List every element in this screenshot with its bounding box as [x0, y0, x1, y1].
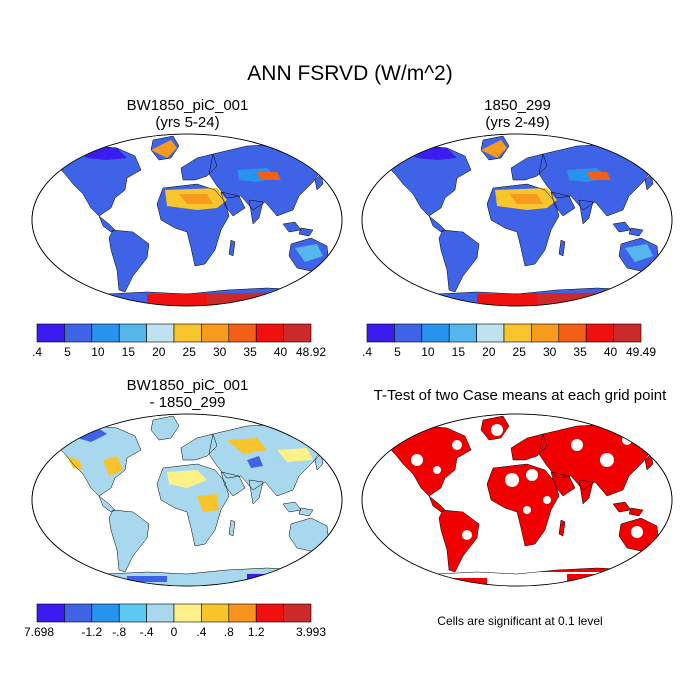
colorbar-2-swatch [421, 323, 450, 343]
colorbar-3-tick-label: .4 [196, 625, 206, 639]
colorbar-2-tick-label: 40 [604, 345, 618, 359]
colorbar-2-tick-label: 25 [513, 345, 527, 359]
panel-3-title: BW1850_piC_001 - 1850_299 [25, 377, 350, 411]
colorbar-2-swatch [394, 323, 423, 343]
colorbar-3-tick-label: -.8 [112, 625, 126, 639]
colorbar-3-tick-label: -.4 [140, 625, 154, 639]
colorbar-3-tick-label: .8 [224, 625, 234, 639]
colorbar-panel-1: .4 5 10 15 20 25 30 35 40 48.92 [32, 323, 326, 359]
colorbar-1-swatch [173, 323, 202, 343]
panel-2-title-line2: (yrs 2-49) [485, 114, 550, 131]
colorbar-2-tick-label: 30 [543, 345, 557, 359]
panel-1-title: BW1850_piC_001 (yrs 5-24) [25, 97, 350, 131]
colorbar-2-tick-label: 20 [482, 345, 496, 359]
colorbar-3-tick-label: -7.698 [25, 625, 54, 639]
map-panel-3 [31, 413, 343, 587]
colorbar-3-swatch [64, 603, 93, 623]
colorbar-3-tick-label: 1.2 [248, 625, 265, 639]
colorbar-1-tick-label: 5 [64, 345, 71, 359]
panel-1-title-line1: BW1850_piC_001 [126, 97, 249, 114]
colorbar-3-swatch [255, 603, 284, 623]
colorbar-3-swatch [228, 603, 257, 623]
panel-4-title-line1: T-Test of two Case means at each grid po… [373, 387, 667, 404]
colorbar-3-swatch [173, 603, 202, 623]
panel-3-title-line2: - 1850_299 [149, 394, 226, 411]
colorbar-1-swatch [255, 323, 284, 343]
colorbar-1-tick-label: 15 [122, 345, 136, 359]
colorbar-2-tick-label: 10 [421, 345, 435, 359]
colorbar-1-swatch [146, 323, 175, 343]
colorbar-panel-2: .4 5 10 15 20 25 30 35 40 49.49 [362, 323, 656, 359]
map-panel-1 [31, 133, 343, 307]
colorbar-1-tick-label: 40 [274, 345, 288, 359]
colorbar-3-tick-label: -1.2 [81, 625, 102, 639]
colorbar-2-tick-label: .4 [362, 345, 372, 359]
colorbar-3-swatch [201, 603, 230, 623]
colorbar-1-swatch [118, 323, 147, 343]
colorbar-1-swatch [36, 323, 65, 343]
colorbar-1-swatch [228, 323, 257, 343]
colorbar-1-tick-label: 20 [152, 345, 166, 359]
map-panel-2 [361, 133, 673, 307]
colorbar-2-swatch [476, 323, 505, 343]
significance-note: Cells are significant at 0.1 level [437, 614, 603, 628]
colorbar-1-tick-label: 35 [243, 345, 257, 359]
colorbar-2-tick-label: 35 [573, 345, 587, 359]
colorbar-2-swatch [448, 323, 477, 343]
colorbar-1-swatch [91, 323, 120, 343]
colorbar-3-swatch [146, 603, 175, 623]
colorbar-1-swatch [64, 323, 93, 343]
panel-2-title-line1: 1850_299 [484, 97, 551, 114]
colorbar-2-tick-label: 5 [394, 345, 401, 359]
colorbar-2-tick-label: 15 [452, 345, 466, 359]
main-title: ANN FSRVD (W/m^2) [247, 62, 453, 85]
panel-1-title-line2: (yrs 5-24) [155, 114, 220, 131]
colorbar-1-swatch [201, 323, 230, 343]
colorbar-3-swatch [36, 603, 65, 623]
colorbar-1-tick-label: 10 [91, 345, 105, 359]
colorbar-2-swatch [613, 323, 642, 343]
panel-4-title: T-Test of two Case means at each grid po… [340, 387, 700, 404]
colorbar-3-swatch [118, 603, 147, 623]
colorbar-3-swatch [283, 603, 312, 623]
colorbar-1-tick-label: .4 [32, 345, 42, 359]
colorbar-panel-3: -7.698 -1.2 -.8 -.4 0 .4 .8 1.2 3.993 [25, 603, 326, 639]
colorbar-1-swatch [283, 323, 312, 343]
map-panel-4 [361, 413, 673, 587]
colorbar-3-tick-label: 0 [171, 625, 178, 639]
colorbar-2-swatch [531, 323, 560, 343]
colorbar-1-tick-label: 25 [183, 345, 197, 359]
colorbar-1-tick-label: 30 [213, 345, 227, 359]
colorbar-2-swatch [366, 323, 395, 343]
colorbar-3-swatch [91, 603, 120, 623]
colorbar-2-swatch [558, 323, 587, 343]
colorbar-3-tick-label: 3.993 [296, 625, 326, 639]
colorbar-2-swatch [585, 323, 614, 343]
colorbar-2-tick-label: 49.49 [626, 345, 656, 359]
colorbar-2-swatch [503, 323, 532, 343]
colorbar-1-tick-label: 48.92 [296, 345, 326, 359]
panel-3-title-line1: BW1850_piC_001 [126, 377, 249, 394]
panel-2-title: 1850_299 (yrs 2-49) [355, 97, 680, 131]
